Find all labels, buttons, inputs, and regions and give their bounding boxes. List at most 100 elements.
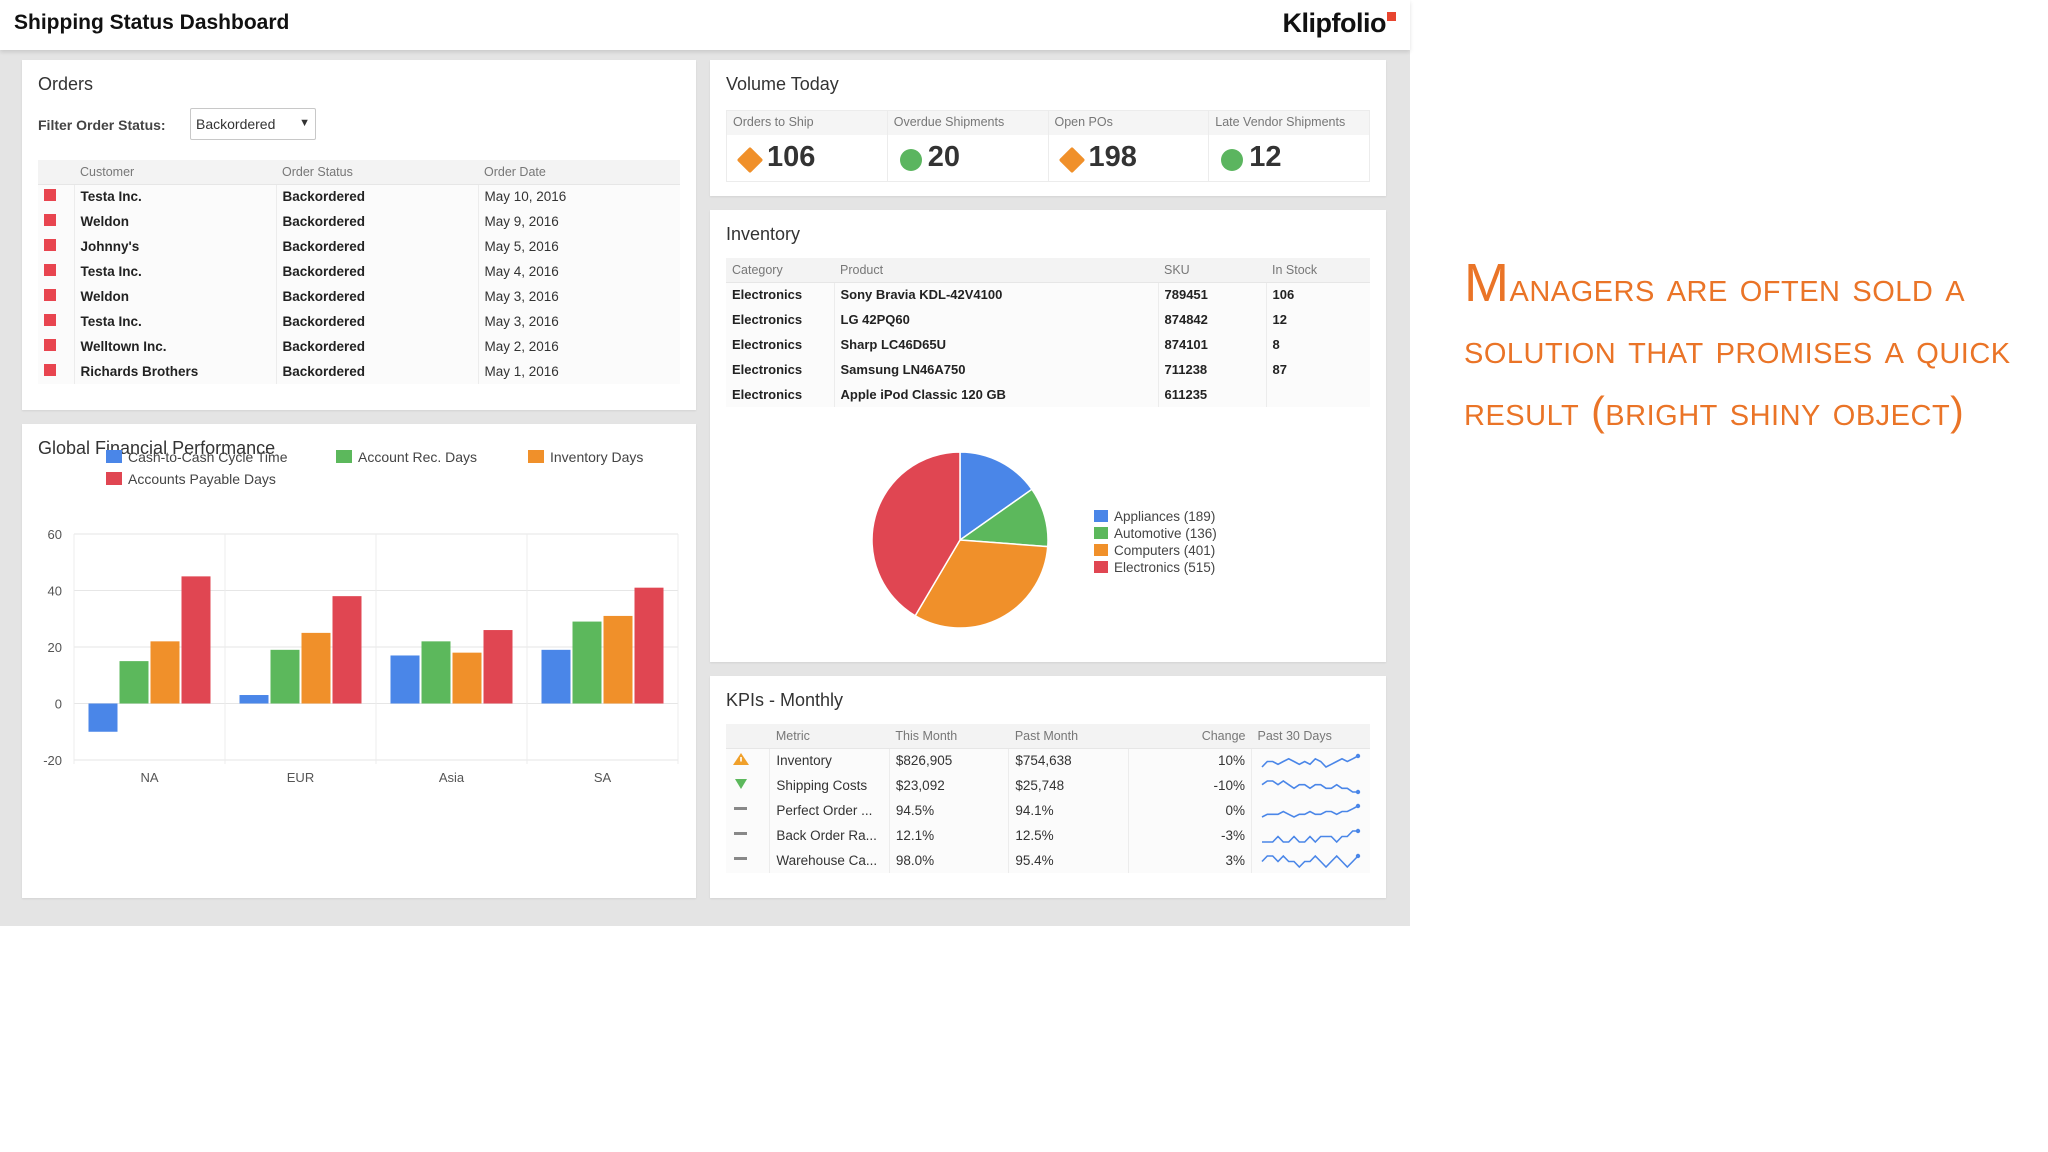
past-month-cell: $25,748 <box>1008 773 1129 798</box>
table-row[interactable]: Welltown Inc. Backordered May 2, 2016 <box>38 334 680 359</box>
table-row[interactable]: Perfect Order ... 94.5% 94.1% 0% <box>726 798 1370 823</box>
column-header[interactable]: Order Date <box>478 160 680 185</box>
past-month-cell: 94.1% <box>1008 798 1129 823</box>
table-row[interactable]: Warehouse Ca... 98.0% 95.4% 3% <box>726 848 1370 873</box>
legend-item[interactable]: Automotive (136) <box>1094 526 1217 541</box>
metric-cell: Perfect Order ... <box>769 798 890 823</box>
bar[interactable] <box>239 695 269 704</box>
column-header[interactable]: Category <box>726 258 834 283</box>
column-header[interactable]: Customer <box>74 160 276 185</box>
status-text-cell: Backordered <box>276 359 479 384</box>
table-row[interactable]: Electronics Sony Bravia KDL-42V4100 789451… <box>726 282 1370 307</box>
x-tick-label: Asia <box>439 770 465 785</box>
legend-item[interactable]: Appliances (189) <box>1094 509 1215 524</box>
bar[interactable] <box>572 621 602 704</box>
bar[interactable] <box>301 632 331 704</box>
table-row[interactable]: Shipping Costs $23,092 $25,748 -10% <box>726 773 1370 798</box>
status-square-icon <box>44 189 56 202</box>
sku-cell: 874101 <box>1158 332 1267 357</box>
pie-slice[interactable] <box>871 451 961 617</box>
product-cell: Samsung LN46A750 <box>834 357 1159 382</box>
change-cell: 0% <box>1128 798 1253 823</box>
status-cell <box>38 334 75 359</box>
this-month-cell: $23,092 <box>889 773 1010 798</box>
table-row[interactable]: Weldon Backordered May 3, 2016 <box>38 284 680 309</box>
table-row[interactable]: Electronics Samsung LN46A750 711238 87 <box>726 357 1370 382</box>
column-header[interactable]: Metric <box>769 724 890 749</box>
pie-slice[interactable] <box>914 539 1049 629</box>
bar[interactable] <box>270 649 300 704</box>
table-row[interactable]: Electronics Apple iPod Classic 120 GB 6112… <box>726 382 1370 407</box>
inventory-table: Category Product SKU In Stock Electronic… <box>726 258 1370 407</box>
volume-metric[interactable]: Overdue Shipments 20 <box>887 111 1049 181</box>
green-circle-icon <box>1221 149 1244 171</box>
legend-item[interactable]: Accounts Payable Days <box>106 471 276 487</box>
bar[interactable] <box>119 661 149 704</box>
sparkline-cell <box>1252 848 1371 873</box>
legend-swatch <box>528 450 544 463</box>
legend-swatch <box>1094 561 1108 573</box>
order-status-dropdown[interactable]: Backordered ▼ <box>190 108 316 140</box>
bar[interactable] <box>88 703 118 732</box>
table-header-row: Metric This Month Past Month Change Past… <box>726 724 1370 749</box>
legend-item[interactable]: Inventory Days <box>528 449 643 465</box>
table-row[interactable]: Richards Brothers Backordered May 1, 2016 <box>38 359 680 384</box>
table-row[interactable]: Electronics LG 42PQ60 874842 12 <box>726 307 1370 332</box>
category-cell: Electronics <box>726 382 835 407</box>
bar[interactable] <box>390 655 420 704</box>
column-header[interactable]: Past 30 Days <box>1251 724 1370 749</box>
sku-cell: 711238 <box>1158 357 1267 382</box>
table-row[interactable]: Weldon Backordered May 9, 2016 <box>38 209 680 234</box>
volume-title: Volume Today <box>726 74 839 94</box>
column-header[interactable]: This Month <box>889 724 1009 749</box>
caret-down-icon: ▼ <box>299 117 310 129</box>
volume-metrics: Orders to Ship 106 Overdue Shipments 20 Open… <box>726 110 1370 182</box>
bar[interactable] <box>452 652 482 704</box>
table-row[interactable]: Inventory $826,905 $754,638 10% <box>726 748 1370 773</box>
bar[interactable] <box>603 615 633 704</box>
table-row[interactable]: Testa Inc. Backordered May 3, 2016 <box>38 309 680 334</box>
date-cell: May 5, 2016 <box>484 239 559 254</box>
sparkline-end-point <box>1355 828 1361 833</box>
metric-value: 106 <box>767 141 816 173</box>
legend-label: Account Rec. Days <box>358 449 477 465</box>
legend-item[interactable]: Computers (401) <box>1094 543 1215 558</box>
volume-metric[interactable]: Late Vendor Shipments 12 <box>1209 111 1369 181</box>
bar[interactable] <box>634 587 664 704</box>
bar[interactable] <box>332 596 362 704</box>
change-cell: -10% <box>1128 773 1253 798</box>
bar[interactable] <box>421 641 451 704</box>
table-row[interactable]: Johnny's Backordered May 5, 2016 <box>38 234 680 259</box>
table-row[interactable]: Testa Inc. Backordered May 10, 2016 <box>38 184 680 209</box>
column-header[interactable]: Past Month <box>1008 724 1129 749</box>
volume-metric[interactable]: Open POs 198 <box>1048 111 1210 181</box>
column-header[interactable]: Order Status <box>276 160 478 185</box>
sparkline-cell <box>1252 748 1371 773</box>
column-header[interactable]: Change <box>1128 724 1252 749</box>
table-row[interactable]: Testa Inc. Backordered May 4, 2016 <box>38 259 680 284</box>
column-header[interactable]: In Stock <box>1266 258 1370 283</box>
this-month-cell: 94.5% <box>889 798 1010 823</box>
sparkline <box>1261 779 1361 794</box>
bar[interactable] <box>541 649 571 704</box>
bar[interactable] <box>483 630 513 704</box>
metric-cell: Shipping Costs <box>769 773 890 798</box>
status-text-cell: Backordered <box>276 284 479 309</box>
table-row[interactable]: Electronics Sharp LC46D65U 874101 8 <box>726 332 1370 357</box>
bar[interactable] <box>181 576 211 704</box>
pie-slice[interactable] <box>959 451 1033 542</box>
column-header[interactable]: Product <box>834 258 1158 283</box>
y-tick-label: -20 <box>43 753 62 768</box>
metric-cell: Back Order Ra... <box>769 823 890 848</box>
column-header[interactable]: SKU <box>1158 258 1266 283</box>
status-cell <box>38 309 75 334</box>
bar[interactable] <box>150 641 180 704</box>
legend-item[interactable]: Electronics (515) <box>1094 560 1215 575</box>
status-text-cell: Backordered <box>276 184 479 209</box>
legend-swatch <box>1094 527 1108 539</box>
legend-item[interactable]: Cash-to-Cash Cycle Time <box>106 449 288 465</box>
legend-item[interactable]: Account Rec. Days <box>336 449 477 465</box>
table-row[interactable]: Back Order Ra... 12.1% 12.5% -3% <box>726 823 1370 848</box>
volume-metric[interactable]: Orders to Ship 106 <box>727 111 888 181</box>
metric-label: Overdue Shipments <box>893 115 1005 129</box>
